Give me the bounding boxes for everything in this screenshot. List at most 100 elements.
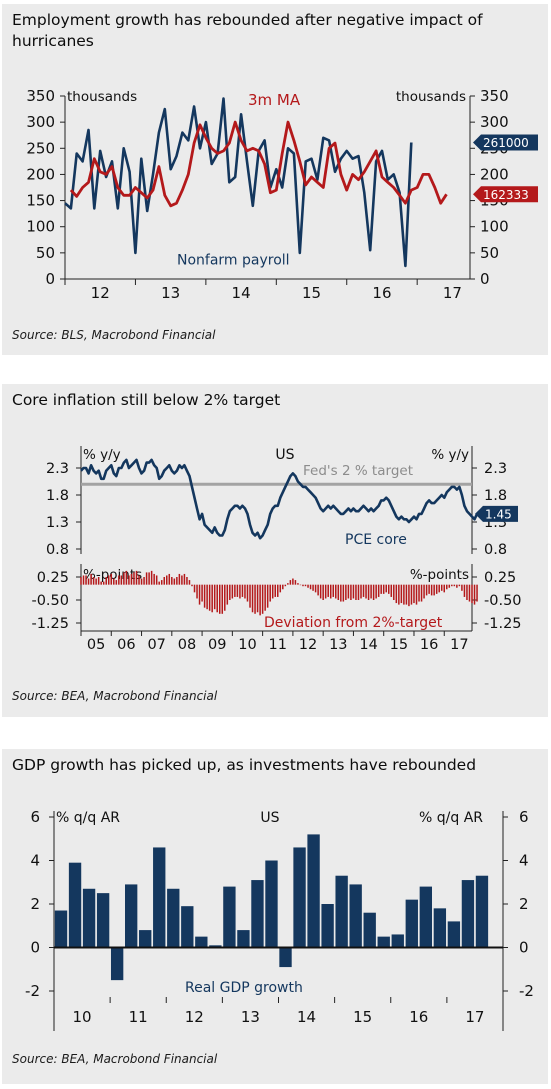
deviation-bar	[123, 572, 125, 585]
deviation-bar	[133, 572, 135, 585]
y-tick-label-right: 50	[480, 244, 499, 262]
year-label: 10	[238, 637, 256, 653]
deviation-bar	[236, 584, 239, 597]
deviation-bar	[425, 584, 428, 596]
gdp-bar	[433, 908, 447, 948]
gdp-bar	[139, 930, 152, 948]
inflation-chart: 2.3 2.31.8 1.81.3 1.30.8 0.8% y/y% y/yUSFed'…	[31, 446, 522, 653]
deviation-bar	[113, 578, 115, 585]
deviation-bar	[309, 584, 312, 590]
y-tick-label-right: 0	[519, 939, 529, 957]
year-label: 11	[129, 1008, 148, 1026]
year-label: 08	[178, 637, 196, 653]
deviation-bar	[287, 583, 289, 585]
year-label: 06	[117, 637, 135, 653]
deviation-bar	[345, 584, 347, 600]
deviation-bar	[224, 584, 226, 611]
deviation-bar	[319, 584, 322, 599]
y-tick-label-left: 100	[26, 218, 55, 236]
deviation-bar	[317, 584, 319, 596]
deviation-label: Deviation from 2%-target	[264, 615, 443, 631]
deviation-bar	[393, 584, 395, 600]
year-label: 10	[73, 1008, 92, 1026]
deviation-bar	[92, 577, 95, 585]
deviation-bar	[473, 584, 476, 605]
year-label: 12	[91, 284, 110, 302]
deviation-bar	[183, 573, 186, 585]
deviation-bar	[208, 584, 211, 611]
chart-subtitle: US	[275, 447, 294, 463]
deviation-bar	[102, 581, 105, 585]
gdp-chart: 6 6 4 4 2 2 0 0 -2 -2 % q/q AR % q/q AR US Real GDP g…	[25, 808, 534, 1031]
ma-line	[69, 120, 448, 208]
deviation-bar	[135, 570, 138, 585]
deviation-bar	[350, 584, 352, 600]
deviation-bar	[380, 584, 382, 594]
deviation-bar	[158, 581, 160, 585]
deviation-bar	[203, 584, 206, 608]
payroll-end-tag	[473, 134, 538, 151]
deviation-bar	[176, 577, 178, 585]
gdp-bar	[321, 904, 334, 948]
deviation-bar	[213, 584, 216, 610]
deviation-bar	[130, 573, 133, 585]
deviation-bar	[150, 570, 153, 585]
deviation-bar	[244, 584, 246, 599]
deviation-bar	[261, 584, 264, 614]
gdp-bar	[153, 847, 166, 948]
deviation-bar	[229, 584, 231, 600]
year-label: 14	[359, 637, 377, 653]
deviation-bar	[335, 584, 337, 599]
bottom-right-unit: %-points	[410, 567, 469, 583]
deviation-bar	[312, 584, 314, 591]
gdp-bar	[54, 910, 68, 948]
deviation-bar	[463, 584, 466, 597]
deviation-bar	[107, 575, 110, 585]
deviation-bar	[433, 584, 435, 596]
year-label: 15	[390, 637, 408, 653]
gdp-bar	[96, 893, 110, 948]
left-unit-label: % q/q AR	[56, 810, 120, 826]
gdp-bar	[251, 880, 264, 948]
year-label: 09	[208, 637, 226, 653]
y-tick-label-right: 6	[519, 808, 529, 826]
year-label: 17	[465, 1008, 484, 1026]
deviation-bar	[274, 584, 276, 597]
top-left-unit: % y/y	[83, 447, 121, 463]
deviation-bar	[327, 584, 329, 597]
pce-core-label: PCE core	[345, 532, 407, 548]
target-label: Fed's 2 % target	[303, 463, 413, 479]
deviation-bar	[471, 584, 473, 604]
inflation-source: Source: BEA, Macrobond Financial	[12, 689, 218, 703]
y-tick-label-left: 200	[26, 165, 55, 183]
bottom-y-tick-label-right: -0.50	[484, 593, 522, 609]
gdp-bar	[265, 860, 278, 948]
gdp-bar	[461, 880, 475, 948]
deviation-bar	[218, 584, 221, 614]
top-y-tick-label-right: 0.8	[484, 542, 507, 558]
employment-chart: 3503503003002502502002001501501001005050…	[26, 87, 538, 302]
gdp-bar	[125, 884, 138, 948]
deviation-bar	[428, 584, 430, 594]
deviation-bar	[435, 584, 438, 594]
deviation-bar	[239, 584, 241, 599]
deviation-bar	[355, 584, 357, 600]
deviation-bar	[234, 584, 236, 597]
deviation-bar	[299, 584, 302, 586]
gdp-bar	[195, 936, 208, 948]
bottom-y-tick-label-right: 0.25	[484, 570, 516, 586]
bottom-y-tick-label-right: -1.25	[484, 616, 522, 632]
bottom-left-unit: %-points	[83, 567, 142, 583]
top-y-tick-label-left: 2.3	[46, 461, 69, 477]
gdp-source: Source: BEA, Macrobond Financial	[12, 1052, 218, 1066]
deviation-bar	[453, 584, 456, 587]
payroll-annotation: Nonfarm payroll	[177, 252, 290, 268]
deviation-bar	[216, 584, 218, 613]
deviation-bar	[80, 577, 82, 585]
deviation-bar	[375, 584, 377, 599]
deviation-bar	[221, 584, 224, 614]
gdp-bar	[419, 886, 432, 948]
deviation-bar	[448, 584, 451, 588]
deviation-bar	[231, 584, 234, 599]
employment-source: Source: BLS, Macrobond Financial	[12, 328, 216, 342]
